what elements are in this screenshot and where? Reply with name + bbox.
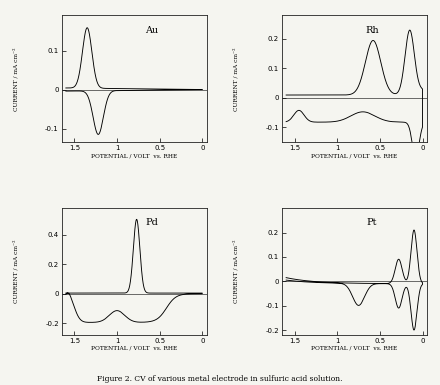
Y-axis label: CURRENT / mA cm⁻²: CURRENT / mA cm⁻² — [233, 47, 238, 110]
Text: Pt: Pt — [367, 218, 377, 227]
Text: Pd: Pd — [145, 218, 158, 227]
X-axis label: POTENTIAL / VOLT  vs. RHE: POTENTIAL / VOLT vs. RHE — [91, 346, 177, 351]
Text: Figure 2. CV of various metal electrode in sulfuric acid solution.: Figure 2. CV of various metal electrode … — [97, 375, 343, 383]
X-axis label: POTENTIAL / VOLT  vs. RHE: POTENTIAL / VOLT vs. RHE — [311, 346, 397, 351]
Y-axis label: CURRENT / mA cm⁻²: CURRENT / mA cm⁻² — [13, 240, 18, 303]
X-axis label: POTENTIAL / VOLT  vs. RHE: POTENTIAL / VOLT vs. RHE — [91, 153, 177, 158]
X-axis label: POTENTIAL / VOLT  vs. RHE: POTENTIAL / VOLT vs. RHE — [311, 153, 397, 158]
Text: Rh: Rh — [365, 25, 378, 35]
Y-axis label: CURRENT / mA cm⁻²: CURRENT / mA cm⁻² — [13, 47, 18, 110]
Text: Au: Au — [145, 25, 158, 35]
Y-axis label: CURRENT / mA cm⁻²: CURRENT / mA cm⁻² — [233, 240, 238, 303]
